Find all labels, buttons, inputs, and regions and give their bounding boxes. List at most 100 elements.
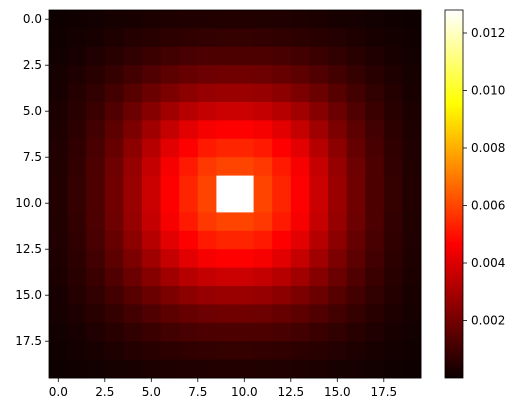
heatmap-cell-r8-c18 <box>383 157 403 176</box>
heatmap-cell-r11-c12 <box>272 212 292 232</box>
heatmap-cell-r10-c2 <box>86 194 106 213</box>
heatmap-cell-r18-c19 <box>402 341 422 360</box>
heatmap-cell-r3-c0 <box>49 65 68 84</box>
heatmap-cell-r4-c18 <box>383 83 403 103</box>
y-tick-label: 17.5 <box>15 334 42 348</box>
heatmap-cell-r18-c8 <box>197 341 217 360</box>
heatmap-cell-r14-c3 <box>104 267 124 287</box>
heatmap-cell-r4-c19 <box>402 83 422 103</box>
heatmap-cell-r1-c16 <box>346 28 366 48</box>
heatmap-cell-r0-c9 <box>216 10 236 29</box>
heatmap-cell-r3-c11 <box>253 65 273 84</box>
heatmap-cell-r9-c9 <box>216 175 236 195</box>
heatmap-cell-r3-c1 <box>67 65 87 84</box>
heatmap-cell-r1-c4 <box>123 28 143 48</box>
heatmap-cell-r19-c2 <box>86 359 106 379</box>
heatmap-cell-r1-c12 <box>272 28 292 48</box>
heatmap-cell-r11-c3 <box>104 212 124 232</box>
heatmap-cell-r14-c11 <box>253 267 273 287</box>
heatmap-cell-r1-c1 <box>67 28 87 48</box>
heatmap-cell-r2-c2 <box>86 46 106 66</box>
heatmap-cell-r1-c5 <box>142 28 161 48</box>
heatmap-cell-r6-c5 <box>142 120 161 140</box>
heatmap-cell-r19-c18 <box>383 359 403 379</box>
heatmap-cell-r18-c3 <box>104 341 124 360</box>
heatmap-cell-r4-c8 <box>197 83 217 103</box>
heatmap-cell-r9-c4 <box>123 175 143 195</box>
heatmap-cell-r19-c19 <box>402 359 422 379</box>
x-tick-label: 2.5 <box>95 385 114 399</box>
heatmap-cell-r0-c3 <box>104 10 124 29</box>
heatmap-cell-r19-c13 <box>290 359 310 379</box>
heatmap-cell-r5-c11 <box>253 102 273 121</box>
heatmap-cell-r16-c12 <box>272 304 292 324</box>
heatmap-cell-r13-c14 <box>309 249 329 268</box>
heatmap-cell-r14-c5 <box>142 267 161 287</box>
heatmap-cell-r2-c16 <box>346 46 366 66</box>
colorbar <box>444 9 464 379</box>
heatmap-cell-r11-c8 <box>197 212 217 232</box>
heatmap-cell-r4-c14 <box>309 83 329 103</box>
heatmap-cell-r4-c2 <box>86 83 106 103</box>
heatmap-cell-r7-c13 <box>290 138 310 158</box>
heatmap-cell-r16-c0 <box>49 304 68 324</box>
x-tick-label: 17.5 <box>370 385 397 399</box>
heatmap-cell-r2-c10 <box>235 46 254 66</box>
heatmap-cell-r6-c18 <box>383 120 403 140</box>
y-tick-label: 5.0 <box>23 104 42 118</box>
heatmap-cell-r1-c7 <box>179 28 199 48</box>
heatmap-cell-r9-c3 <box>104 175 124 195</box>
x-axis-ticks: 0.0 2.5 5.0 7.5 10.0 12.5 15.0 17.5 <box>49 378 397 399</box>
heatmap-cell-r8-c19 <box>402 157 422 176</box>
heatmap-cell-r9-c2 <box>86 175 106 195</box>
heatmap-cell-r1-c9 <box>216 28 236 48</box>
heatmap-cell-r9-c8 <box>197 175 217 195</box>
heatmap-cell-r17-c4 <box>123 322 143 342</box>
heatmap-cell-r17-c14 <box>309 322 329 342</box>
x-tick-label: 5.0 <box>142 385 161 399</box>
heatmap-cell-r15-c14 <box>309 286 329 305</box>
heatmap-cell-r13-c13 <box>290 249 310 268</box>
heatmap-cell-r19-c6 <box>160 359 180 379</box>
heatmap-cell-r12-c19 <box>402 230 422 250</box>
heatmap-cell-r7-c18 <box>383 138 403 158</box>
heatmap-cell-r16-c6 <box>160 304 180 324</box>
x-tick-label: 12.5 <box>277 385 304 399</box>
colorbar-tick-label: 0.012 <box>471 26 505 40</box>
heatmap-cell-r14-c16 <box>346 267 366 287</box>
heatmap-cell-r15-c13 <box>290 286 310 305</box>
heatmap-cell-r15-c19 <box>402 286 422 305</box>
heatmap-cell-r17-c15 <box>328 322 347 342</box>
heatmap-cell-r2-c15 <box>328 46 347 66</box>
heatmap-cell-r3-c16 <box>346 65 366 84</box>
heatmap-cell-r16-c18 <box>383 304 403 324</box>
heatmap-cell-r17-c18 <box>383 322 403 342</box>
colorbar-tick-label: 0.008 <box>471 141 505 155</box>
heatmap-cell-r1-c15 <box>328 28 347 48</box>
heatmap-cell-r11-c1 <box>67 212 87 232</box>
heatmap-cell-r10-c12 <box>272 194 292 213</box>
heatmap-cell-r11-c18 <box>383 212 403 232</box>
heatmap-cell-r16-c13 <box>290 304 310 324</box>
heatmap-cell-r8-c4 <box>123 157 143 176</box>
heatmap-cell-r11-c13 <box>290 212 310 232</box>
heatmap-cell-r17-c11 <box>253 322 273 342</box>
heatmap-cell-r1-c13 <box>290 28 310 48</box>
heatmap-cell-r0-c1 <box>67 10 87 29</box>
heatmap-cell-r12-c17 <box>365 230 385 250</box>
heatmap-cell-r3-c17 <box>365 65 385 84</box>
heatmap-cell-r19-c7 <box>179 359 199 379</box>
heatmap-cell-r12-c7 <box>179 230 199 250</box>
heatmap-cell-r8-c17 <box>365 157 385 176</box>
heatmap-cell-r8-c7 <box>179 157 199 176</box>
heatmap-cell-r13-c6 <box>160 249 180 268</box>
heatmap-cell-r5-c12 <box>272 102 292 121</box>
heatmap-cell-r4-c6 <box>160 83 180 103</box>
y-tick-label: 7.5 <box>23 150 42 164</box>
heatmap-cell-r10-c9 <box>216 194 236 213</box>
heatmap-cell-r10-c7 <box>179 194 199 213</box>
heatmap-cell-r19-c1 <box>67 359 87 379</box>
heatmap-cell-r19-c11 <box>253 359 273 379</box>
heatmap-cell-r4-c7 <box>179 83 199 103</box>
